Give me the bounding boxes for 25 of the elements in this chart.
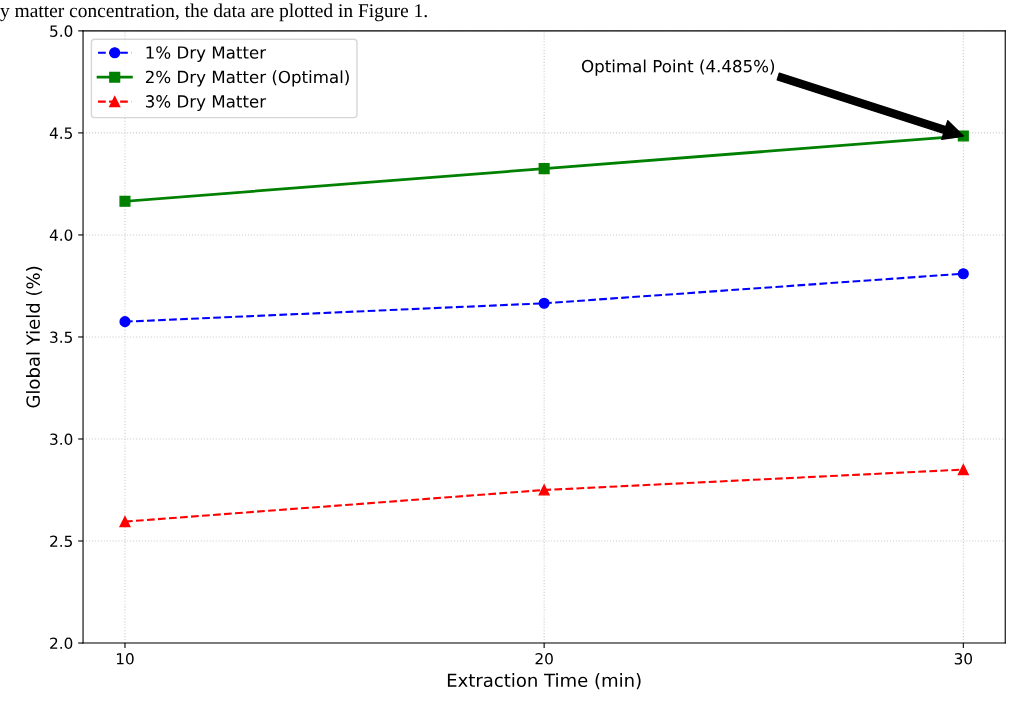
legend-label: 1% Dry Matter: [146, 46, 267, 63]
x-tick-label: 10: [116, 653, 134, 665]
point: [538, 484, 550, 496]
y-tick-label: 5.0: [50, 25, 73, 37]
y-axis-title: Global Yield (%): [26, 266, 43, 408]
legend-label: 3% Dry Matter: [145, 95, 267, 111]
y-tick-label: 4.0: [49, 229, 73, 241]
point: [538, 297, 550, 309]
point: [538, 163, 550, 175]
y-tick-label: 4.5: [49, 127, 72, 139]
point: [119, 195, 131, 207]
x-axis-title: Extraction Time (min): [447, 673, 641, 690]
point: [119, 316, 131, 328]
y-tick-label: 2.5: [50, 535, 72, 548]
point: [957, 464, 969, 476]
text: y matter concentration, the data are plotted in Figure 1.: [0, 3, 427, 22]
x-tick-label: 20: [535, 653, 553, 665]
y-tick-label: 3.5: [50, 331, 72, 343]
point: [957, 268, 969, 280]
y-tick-label: 3.0: [50, 433, 73, 446]
y-tick-label: 2.0: [50, 637, 73, 650]
legend-label: 2% Dry Matter (Optimal): [145, 70, 349, 87]
x-tick-label: 30: [954, 653, 973, 665]
annotation: Optimal Point (4.485%): [581, 59, 775, 76]
point: [119, 516, 131, 528]
